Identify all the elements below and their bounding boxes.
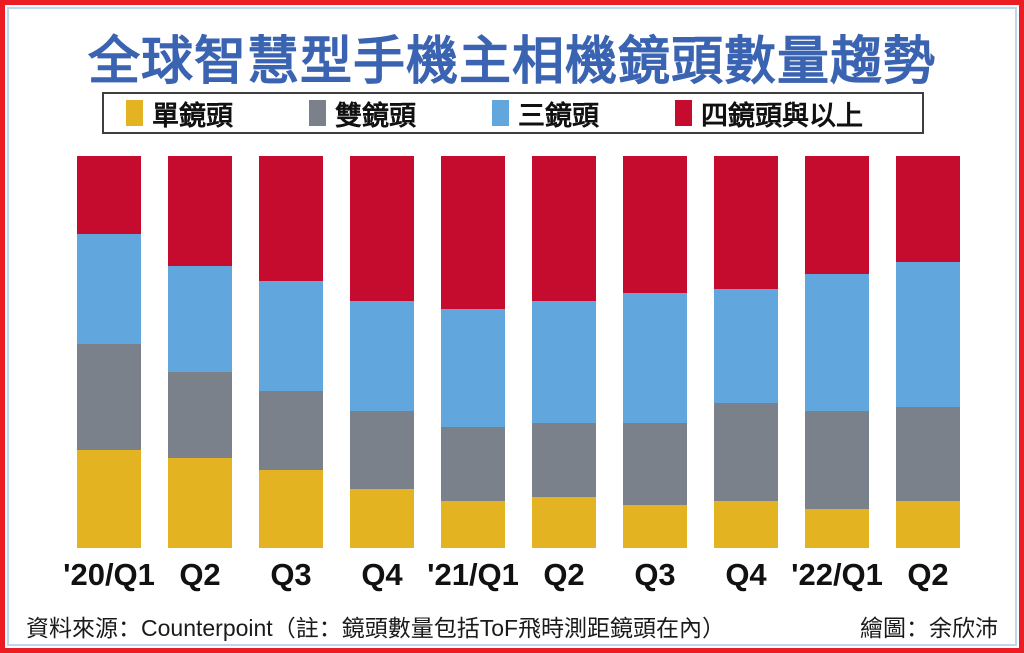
bars-row: '20/Q1 Q2 Q3 Q4 '21/Q1 Q2 Q3 Q4 '22/Q1 Q2 — [63, 156, 960, 592]
bar-segment-dual — [805, 410, 869, 509]
bar-segment-quad_plus — [350, 156, 414, 302]
stacked-bar — [532, 156, 596, 548]
bar-segment-single — [896, 500, 960, 548]
stacked-bar — [714, 156, 778, 548]
bar-column: Q2 — [896, 156, 960, 592]
bar-column: Q3 — [259, 156, 323, 592]
bar-segment-single — [350, 489, 414, 548]
bar-column: Q3 — [623, 156, 687, 592]
x-axis-label: Q2 — [179, 557, 221, 592]
x-axis-label: Q3 — [270, 557, 312, 592]
chart-title: 全球智慧型手機主相機鏡頭數量趨勢 — [87, 33, 936, 91]
legend-item-single: 單鏡頭 — [126, 94, 233, 133]
bar-segment-dual — [259, 391, 323, 470]
bar-segment-quad_plus — [623, 156, 687, 294]
legend-item-quad_plus: 四鏡頭與以上 — [675, 94, 863, 133]
legend-label: 雙鏡頭 — [335, 100, 416, 131]
bar-segment-quad_plus — [714, 156, 778, 290]
bar-column: Q2 — [168, 156, 232, 592]
bar-segment-quad_plus — [441, 156, 505, 309]
stacked-bar — [441, 156, 505, 548]
bar-segment-triple — [623, 293, 687, 423]
bar-segment-single — [532, 497, 596, 548]
x-axis-label: Q3 — [634, 557, 676, 592]
x-axis-label: '20/Q1 — [63, 557, 155, 592]
bar-segment-single — [259, 469, 323, 548]
bar-segment-triple — [350, 301, 414, 411]
data-source-note: 資料來源：Counterpoint（註：鏡頭數量包括ToF飛時測距鏡頭在內） — [26, 615, 726, 641]
bar-segment-dual — [623, 422, 687, 505]
bar-segment-triple — [168, 265, 232, 372]
bar-segment-triple — [896, 261, 960, 407]
bar-segment-single — [168, 457, 232, 548]
legend-label: 三鏡頭 — [518, 100, 599, 131]
stacked-bar — [350, 156, 414, 548]
stacked-bar — [623, 156, 687, 548]
x-axis-label: Q4 — [725, 557, 767, 592]
bar-column: Q4 — [350, 156, 414, 592]
stacked-bar — [805, 156, 869, 548]
bar-segment-dual — [441, 426, 505, 501]
bar-segment-triple — [714, 289, 778, 403]
bar-column: Q2 — [532, 156, 596, 592]
quad_plus-swatch-icon — [675, 100, 692, 126]
bar-segment-dual — [168, 371, 232, 458]
bar-segment-dual — [532, 422, 596, 498]
bar-segment-quad_plus — [259, 156, 323, 282]
x-axis-label: Q2 — [907, 557, 949, 592]
bar-segment-quad_plus — [896, 156, 960, 262]
bar-segment-triple — [805, 273, 869, 411]
bar-segment-triple — [532, 301, 596, 423]
x-axis-label: '21/Q1 — [427, 557, 519, 592]
bar-segment-triple — [77, 234, 141, 345]
bar-segment-triple — [259, 281, 323, 392]
legend-label: 四鏡頭與以上 — [701, 100, 863, 131]
stacked-bar — [168, 156, 232, 548]
bar-column: Q4 — [714, 156, 778, 592]
bar-column: '20/Q1 — [63, 156, 155, 592]
single-swatch-icon — [126, 100, 143, 126]
dual-swatch-icon — [309, 100, 326, 126]
bar-segment-single — [441, 500, 505, 548]
bar-segment-dual — [714, 402, 778, 501]
bar-segment-quad_plus — [168, 156, 232, 266]
bar-segment-dual — [350, 410, 414, 490]
bar-segment-single — [77, 450, 141, 548]
bar-segment-quad_plus — [77, 156, 141, 235]
x-axis-label: '22/Q1 — [791, 557, 883, 592]
bar-segment-triple — [441, 308, 505, 427]
x-axis-label: Q4 — [361, 557, 403, 592]
stacked-bar — [259, 156, 323, 548]
footer: 資料來源：Counterpoint（註：鏡頭數量包括ToF飛時測距鏡頭在內） 繪… — [26, 609, 998, 643]
legend: 單鏡頭 雙鏡頭 三鏡頭 四鏡頭與以上 — [102, 92, 924, 134]
legend-item-triple: 三鏡頭 — [492, 94, 599, 133]
legend-label: 單鏡頭 — [152, 100, 233, 131]
illustrator-credit: 繪圖：余欣沛 — [860, 615, 998, 641]
bar-segment-quad_plus — [532, 156, 596, 302]
bar-segment-single — [714, 500, 778, 548]
stacked-bar — [896, 156, 960, 548]
bar-segment-single — [805, 508, 869, 548]
bar-segment-dual — [896, 406, 960, 501]
bar-segment-dual — [77, 344, 141, 450]
bar-segment-quad_plus — [805, 156, 869, 274]
bar-segment-single — [623, 504, 687, 548]
bar-column: '22/Q1 — [791, 156, 883, 592]
legend-item-dual: 雙鏡頭 — [309, 94, 416, 133]
stacked-bar — [77, 156, 141, 548]
bar-column: '21/Q1 — [427, 156, 519, 592]
x-axis-label: Q2 — [543, 557, 585, 592]
triple-swatch-icon — [492, 100, 509, 126]
